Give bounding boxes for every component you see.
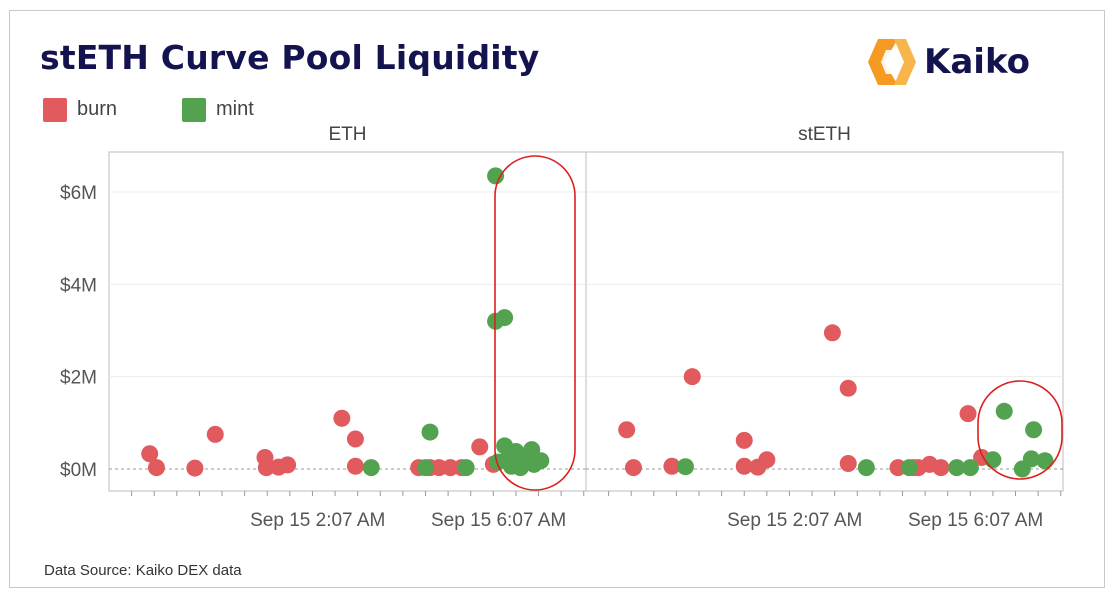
y-tick-label: $2M [60, 368, 97, 389]
burn-point [839, 379, 857, 397]
mint-point [421, 423, 439, 441]
mint-point [1025, 421, 1043, 439]
burn-point [683, 368, 701, 386]
legend-label-burn: burn [77, 98, 118, 120]
mint-point [532, 452, 550, 470]
y-tick-label: $6M [60, 183, 97, 204]
burn-point [839, 454, 857, 472]
burn-point [735, 457, 753, 475]
logo-text: Kaiko [924, 42, 1031, 82]
kaiko-logo: Kaiko [864, 36, 1054, 88]
panel-border [585, 151, 1064, 492]
legend-label-mint: mint [216, 98, 254, 120]
burn-point [206, 425, 224, 443]
burn-point [141, 445, 159, 463]
mint-point [416, 459, 434, 477]
mint-point [900, 459, 918, 477]
panel-title: stETH [798, 124, 851, 145]
kaiko-hexagon-icon [868, 39, 916, 85]
burn-point [932, 459, 950, 477]
mint-point [961, 459, 979, 477]
burn-point [186, 459, 204, 477]
x-tick-label: Sep 15 6:07 AM [908, 510, 1043, 531]
x-tick-label: Sep 15 2:07 AM [727, 510, 862, 531]
burn-point [624, 459, 642, 477]
mint-point [1022, 450, 1040, 468]
x-tick-label: Sep 15 6:07 AM [431, 510, 566, 531]
burn-point [735, 431, 753, 449]
panel-title: ETH [329, 124, 367, 145]
burn-point [257, 459, 275, 477]
burn-point [346, 457, 364, 475]
burn-point [618, 421, 636, 439]
mint-point [502, 457, 520, 475]
burn-point [758, 451, 776, 469]
burn-point [346, 430, 364, 448]
mint-point [857, 459, 875, 477]
mint-point [995, 402, 1013, 420]
burn-point [471, 438, 489, 456]
burn-point [959, 405, 977, 423]
legend-swatch-burn [43, 98, 67, 122]
highlight-region [977, 380, 1063, 480]
x-tick-label: Sep 15 2:07 AM [250, 510, 385, 531]
chart-title: stETH Curve Pool Liquidity [40, 38, 540, 77]
mint-point [676, 458, 694, 476]
mint-point [518, 453, 536, 471]
mint-point [496, 309, 514, 327]
y-tick-label: $4M [60, 275, 97, 296]
burn-point [279, 456, 297, 474]
mint-point [948, 459, 966, 477]
burn-point [333, 409, 351, 427]
panel-steth: Sep 15 2:07 AM Sep 15 6:07 AM stETH [585, 124, 1064, 531]
mint-point [984, 451, 1002, 469]
legend-swatch-mint [182, 98, 206, 122]
mint-point [362, 459, 380, 477]
burn-point [823, 324, 841, 342]
mint-point [1036, 452, 1054, 470]
burn-point [663, 457, 681, 475]
burn-point [147, 459, 165, 477]
data-source-note: Data Source: Kaiko DEX data [44, 562, 242, 579]
y-tick-label: $0M [60, 460, 97, 481]
panel-eth: Sep 15 2:07 AM Sep 15 6:07 AM ETH [108, 124, 587, 531]
highlight-region [494, 155, 576, 491]
mint-point [457, 459, 475, 477]
mint-point [487, 167, 505, 185]
